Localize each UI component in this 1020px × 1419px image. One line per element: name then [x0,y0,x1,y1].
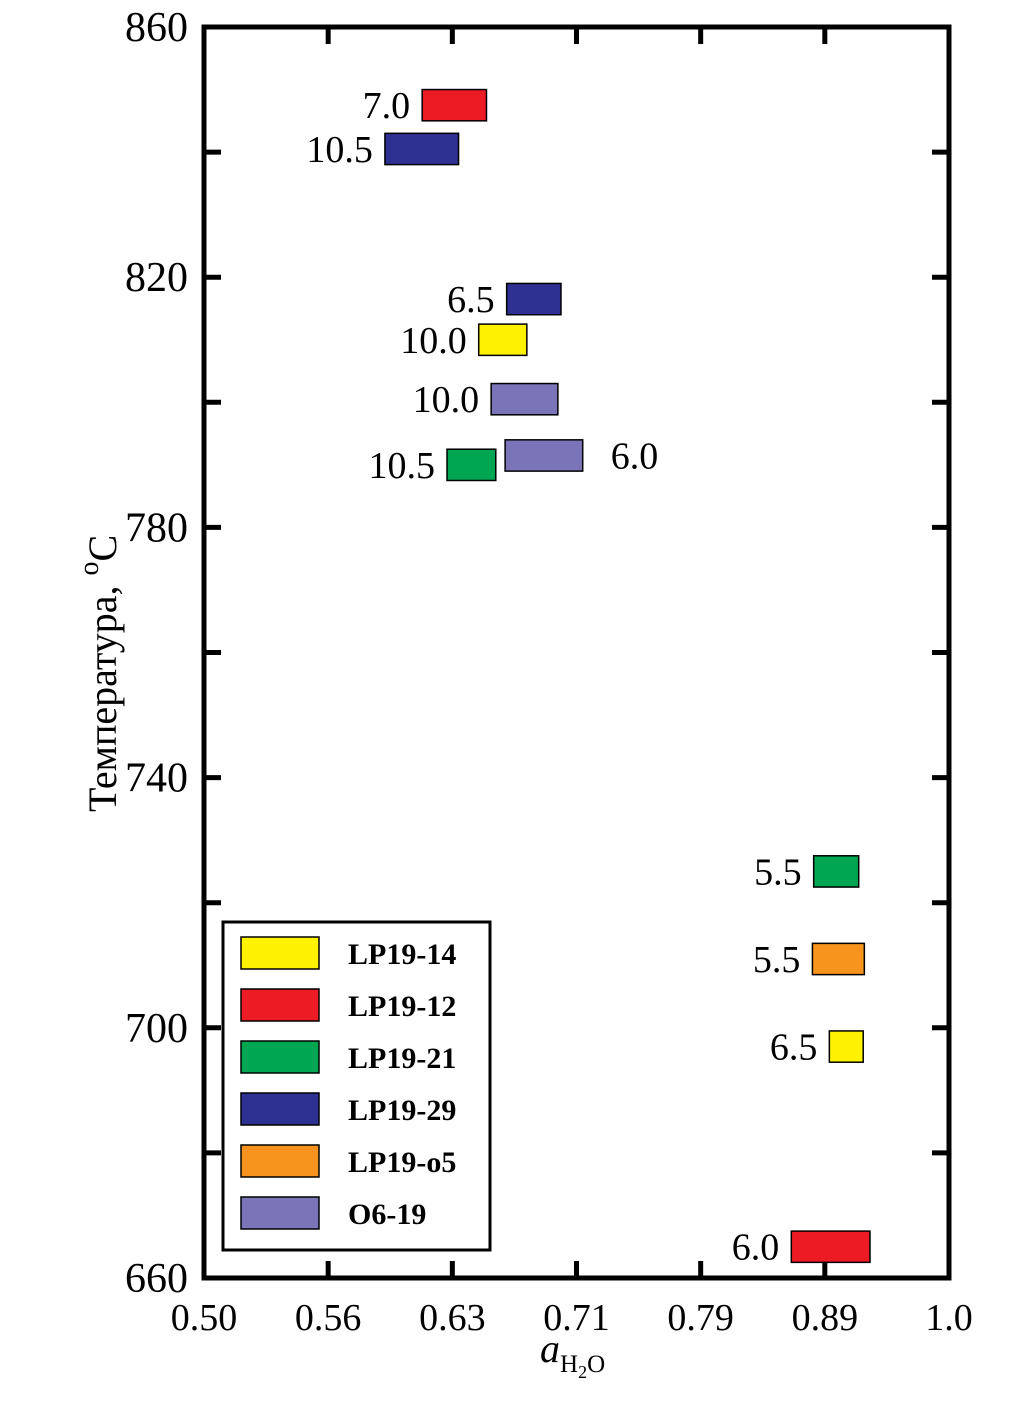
y-tick-label: 860 [125,5,188,51]
legend-label: LP19-14 [348,938,456,971]
y-axis-label: Температура,oC [74,535,125,812]
legend-box [221,920,492,1252]
x-tick-label: 0.56 [295,1297,362,1339]
x-tick-label: 0.89 [792,1297,859,1339]
range-bar [505,282,562,316]
legend: LP19-14 LP19-12 LP19-21 LP19-29 LP19-o5 O6-19 [221,920,492,1252]
bar-label: 6.0 [611,435,659,477]
legend-swatch [240,1144,320,1178]
x-tick-label: 0.63 [419,1297,486,1339]
x-tick-label: 0.79 [667,1297,734,1339]
legend-swatch [240,936,320,970]
legend-label: LP19-o5 [348,1146,456,1179]
x-axis-label: aH2O [540,1326,605,1382]
plot-frame [201,24,952,1281]
bar-label: 5.5 [753,939,801,981]
y-tick-label: 820 [125,255,188,301]
bar-label: 6.5 [447,279,495,321]
bar-label: 6.5 [770,1027,818,1069]
y-axis-ticks: 660 700 740 780 820 860 [125,5,949,1302]
legend-label: LP19-12 [348,990,456,1023]
y-tick-label: 660 [125,1256,188,1302]
legend-label: LP19-21 [348,1042,456,1075]
legend-swatch [240,1196,320,1230]
bar-label: 10.0 [413,379,480,421]
y-tick-label: 700 [125,1006,188,1052]
range-bar [384,132,460,166]
range-bar [446,448,497,482]
bar-label: 10.5 [306,129,373,171]
x-tick-label: 0.50 [171,1297,238,1339]
plot-bars: 7.010.56.510.010.06.010.55.55.56.56.0 [306,85,871,1269]
y-tick-label: 740 [125,756,188,802]
legend-swatch [240,1040,320,1074]
legend-swatch [240,1092,320,1126]
bar-label: 5.5 [754,851,802,893]
range-bar [504,439,584,472]
bar-label: 10.0 [400,320,467,362]
x-tick-label: 1.0 [925,1297,973,1339]
x-axis-ticks: 0.50 0.56 0.63 0.71 0.79 0.89 1.0 [171,27,973,1339]
bar-label: 7.0 [363,85,411,127]
bar-label: 10.5 [369,445,436,487]
y-tick-label: 780 [125,505,188,551]
range-bar [811,942,866,976]
range-bar [828,1030,864,1063]
range-bar [421,88,488,122]
legend-label: O6-19 [348,1198,426,1231]
x-tick-label: 0.71 [543,1297,610,1339]
legend-label: LP19-29 [348,1094,456,1127]
legend-swatch [240,988,320,1022]
range-bar [490,382,559,416]
bar-label: 6.0 [732,1227,780,1269]
range-bar [790,1230,871,1264]
range-bar [812,855,860,888]
range-bar [477,323,528,357]
